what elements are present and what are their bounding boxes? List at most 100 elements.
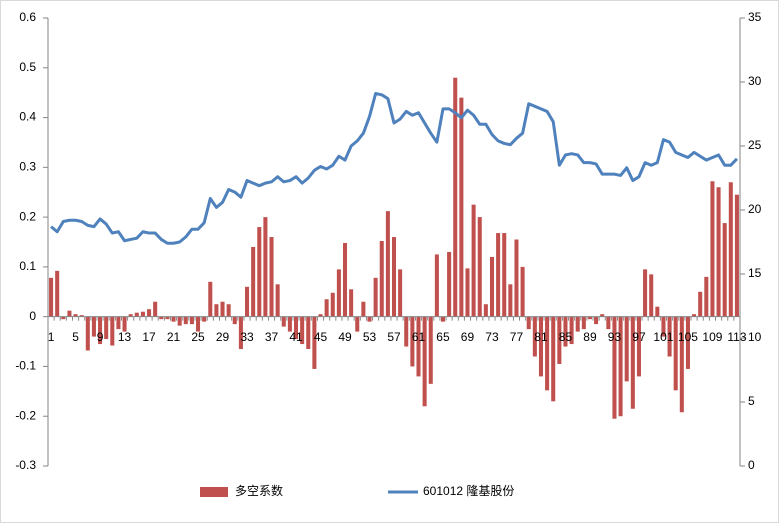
bar xyxy=(287,316,292,332)
y-tick-label: 0.4 xyxy=(19,110,36,124)
bar xyxy=(269,237,274,317)
x-tick-label: 45 xyxy=(314,330,328,344)
bar xyxy=(532,316,537,357)
x-tick-label: 21 xyxy=(167,330,181,344)
x-tick-label: 49 xyxy=(338,330,352,344)
bar xyxy=(655,306,660,317)
x-tick-label: 25 xyxy=(191,330,205,344)
x-tick-label: 97 xyxy=(632,330,646,344)
bar xyxy=(440,316,446,322)
x-tick-label: 101 xyxy=(653,330,673,344)
bar xyxy=(238,316,243,350)
bar xyxy=(367,316,372,322)
bar xyxy=(447,251,452,317)
bar xyxy=(349,289,354,317)
bar xyxy=(330,292,335,317)
x-tick-label: 53 xyxy=(363,330,377,344)
bar xyxy=(355,316,360,332)
x-tick-label: 105 xyxy=(678,330,698,344)
bar xyxy=(226,304,231,317)
x-tick-label: 81 xyxy=(534,330,548,344)
y2-tick-label: 10 xyxy=(748,330,762,344)
bar xyxy=(122,316,127,332)
x-tick-label: 65 xyxy=(436,330,450,344)
bar xyxy=(171,316,176,322)
bar xyxy=(398,269,403,317)
bar xyxy=(183,316,188,325)
bar xyxy=(116,316,121,330)
bar xyxy=(312,316,317,369)
bar xyxy=(147,309,152,317)
bar xyxy=(575,316,580,332)
bar xyxy=(189,316,194,325)
y2-tick-label: 30 xyxy=(748,74,762,88)
bar xyxy=(202,316,207,322)
bar xyxy=(661,316,666,337)
bar xyxy=(140,311,145,317)
bar xyxy=(165,316,170,320)
bar xyxy=(471,204,476,317)
bar xyxy=(704,276,709,317)
bar xyxy=(306,316,311,350)
bar xyxy=(98,316,103,345)
bar xyxy=(428,316,433,384)
bar xyxy=(281,316,286,327)
bar xyxy=(698,291,703,317)
bar xyxy=(67,310,72,317)
bar xyxy=(49,277,54,317)
bar xyxy=(110,316,115,346)
bar xyxy=(483,304,488,317)
bar xyxy=(569,316,574,345)
bar xyxy=(538,316,543,377)
bar xyxy=(594,316,599,325)
bar xyxy=(342,242,348,317)
x-tick-label: 77 xyxy=(510,330,524,344)
x-tick-label: 33 xyxy=(240,330,254,344)
bar xyxy=(391,237,397,317)
bar xyxy=(502,233,507,317)
bar xyxy=(91,316,96,337)
bar xyxy=(624,316,629,382)
bar xyxy=(293,316,299,340)
y-tick-label: 0.1 xyxy=(19,259,36,273)
bar xyxy=(526,316,531,330)
bar xyxy=(508,284,513,317)
bar xyxy=(673,316,678,391)
bar xyxy=(545,316,550,391)
y-tick-label: 0.3 xyxy=(19,160,36,174)
bar xyxy=(649,274,654,317)
bar xyxy=(716,187,721,317)
line xyxy=(50,92,739,245)
x-tick-label: 17 xyxy=(142,330,156,344)
legend-label: 多空系数 xyxy=(235,483,283,498)
y-tick-label: 0.5 xyxy=(19,60,36,74)
bar xyxy=(245,286,250,317)
bar xyxy=(667,316,672,357)
bar xyxy=(722,223,727,317)
bar xyxy=(208,281,213,317)
y-tick-label: -0.3 xyxy=(15,458,36,472)
bar xyxy=(679,316,684,413)
y2-tick-label: 5 xyxy=(748,394,755,408)
bar xyxy=(606,316,611,330)
bar xyxy=(318,314,323,317)
bar xyxy=(220,301,225,317)
bar xyxy=(410,316,415,367)
bar xyxy=(600,314,605,317)
x-tick-label: 93 xyxy=(608,330,622,344)
bar xyxy=(692,314,697,317)
bar xyxy=(251,246,256,317)
y-tick-label: 0 xyxy=(29,309,36,323)
bar xyxy=(557,316,562,364)
bar xyxy=(520,266,525,317)
bar xyxy=(710,181,715,317)
x-tick-label: 89 xyxy=(583,330,597,344)
bar xyxy=(79,315,84,317)
bar xyxy=(618,316,623,417)
bar xyxy=(61,316,66,320)
bar xyxy=(453,77,458,317)
bar xyxy=(630,316,635,409)
y-tick-label: 0.2 xyxy=(19,209,36,223)
